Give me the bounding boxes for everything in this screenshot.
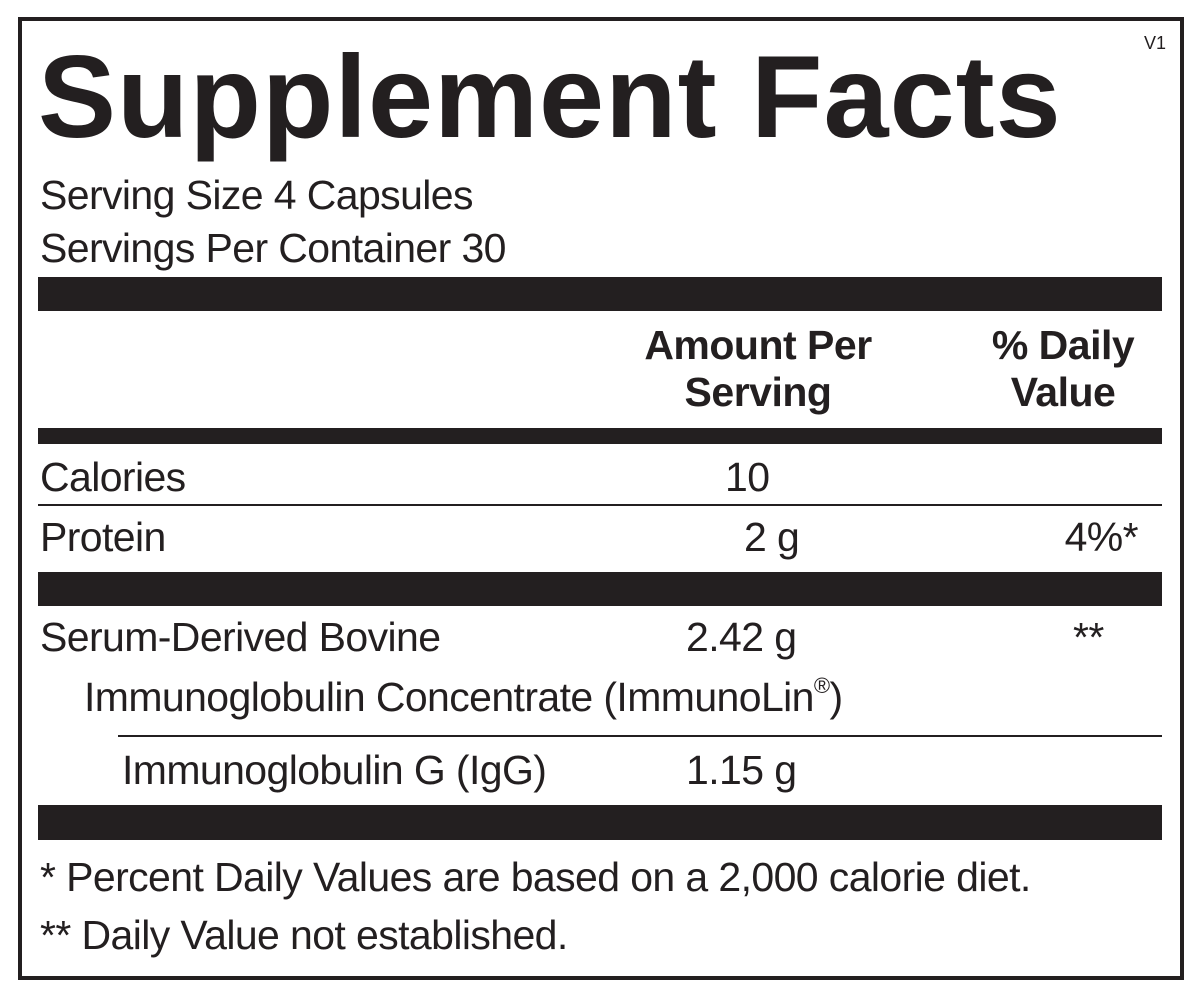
immunoglobulin-concentrate-amount: 2.42 g [686, 614, 797, 660]
servings-per-container: Servings Per Container 30 [40, 225, 506, 271]
registered-mark: ® [813, 673, 830, 698]
immunoglobulin-concentrate-dv: ** [1073, 614, 1104, 660]
igg-label: Immunoglobulin G (IgG) [122, 747, 547, 793]
row-divider [118, 735, 1162, 737]
divider-bar [38, 572, 1162, 606]
version-label: V1 [1143, 33, 1166, 53]
serving-size: Serving Size 4 Capsules [40, 172, 473, 218]
divider-bar [38, 277, 1162, 311]
igg-amount: 1.15 g [686, 747, 797, 793]
calories-amount: 10 [725, 454, 770, 500]
immunoglobulin-concentrate-label: Serum-Derived Bovine [40, 614, 441, 660]
amount-header: Amount Per Serving [600, 322, 916, 416]
divider-bar [38, 805, 1162, 840]
footnote-percent-dv: * Percent Daily Values are based on a 2,… [40, 854, 1031, 900]
protein-amount: 2 g [744, 514, 800, 560]
label-border [18, 17, 1184, 980]
immunoglobulin-concentrate-label-cont: Immunoglobulin Concentrate (ImmunoLin®) [84, 674, 843, 720]
calories-label: Calories [40, 454, 186, 500]
dv-header-line2: Value [1010, 369, 1116, 415]
footnote-dv-not-established: ** Daily Value not established. [40, 912, 568, 958]
amount-header-line1: Amount Per [644, 322, 872, 368]
label-cont-text: Immunoglobulin Concentrate (ImmunoLin [84, 674, 814, 720]
row-divider [38, 504, 1162, 506]
protein-label: Protein [40, 514, 166, 560]
label-cont-end: ) [829, 674, 843, 720]
amount-header-line2: Serving [684, 369, 832, 415]
page-title: Supplement Facts [38, 31, 1062, 162]
dv-header-line1: % Daily [991, 322, 1135, 368]
divider-bar [38, 428, 1162, 444]
protein-dv: 4%* [1064, 514, 1139, 560]
dv-header: % Daily Value [960, 322, 1166, 416]
